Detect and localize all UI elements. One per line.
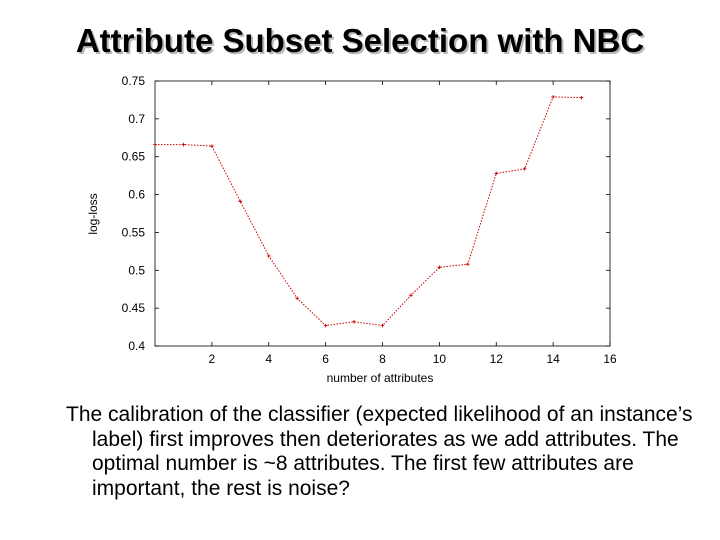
data-point [437, 265, 442, 270]
slide-title: Attribute Subset Selection with NBC [75, 22, 645, 59]
data-point [522, 167, 527, 171]
data-point [380, 323, 385, 328]
y-tick-label: 0.65 [122, 150, 146, 164]
x-axis-label: number of attributes [327, 371, 434, 385]
series-group [153, 95, 584, 328]
data-point [409, 293, 413, 298]
series-line [155, 96, 582, 327]
y-tick-label: 0.75 [122, 74, 146, 88]
x-tick-label: 4 [265, 352, 272, 366]
x-tick-label: 6 [322, 352, 329, 366]
y-tick-label: 0.55 [122, 225, 146, 239]
data-point [153, 142, 157, 147]
caption-text: The calibration of the classifier (expec… [66, 403, 693, 500]
log-loss-chart: log-loss number of attributes 0.4 0.45 0.5… [86, 74, 617, 385]
y-tick-label: 0.4 [128, 339, 145, 353]
y-axis-label: log-loss [86, 193, 100, 234]
y-tick-label: 0.5 [128, 263, 145, 277]
x-tick-label: 10 [433, 352, 447, 366]
data-point [181, 142, 186, 147]
data-point [210, 144, 214, 148]
data-point [466, 262, 470, 267]
y-tick-label: 0.6 [128, 188, 145, 202]
data-point [579, 95, 584, 100]
data-point [352, 319, 356, 324]
x-tick-label: 2 [209, 352, 216, 366]
data-point [494, 171, 499, 176]
plot-frame [154, 80, 611, 347]
data-point [266, 254, 271, 258]
axis-ticks: 0.4 0.45 0.5 0.55 0.6 0.65 0.7 0.75 2 4 6 8 10 12 14 16 [122, 74, 617, 366]
y-tick-label: 0.7 [128, 112, 145, 126]
x-tick-label: 14 [546, 352, 560, 366]
x-tick-label: 16 [603, 352, 617, 366]
data-point [295, 296, 299, 301]
x-tick-label: 12 [490, 352, 504, 366]
x-tick-label: 8 [379, 352, 386, 366]
data-point [238, 199, 243, 204]
y-tick-label: 0.45 [122, 301, 146, 315]
data-point [323, 323, 328, 328]
data-point [551, 95, 555, 99]
